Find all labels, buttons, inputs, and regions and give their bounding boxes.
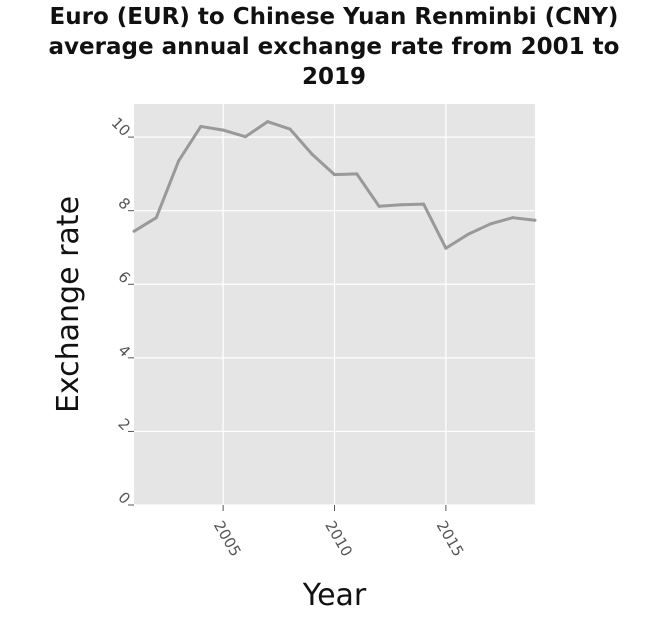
data-point [288, 127, 292, 131]
data-point [310, 152, 314, 156]
x-axis-label: Year [302, 578, 367, 613]
data-point [266, 120, 270, 124]
chart-title: Euro (EUR) to Chinese Yuan Renminbi (CNY… [0, 2, 668, 92]
y-axis-label: Exchange rate [51, 196, 86, 413]
y-tick-label: 10 [108, 114, 134, 140]
data-point [221, 128, 225, 132]
x-tick-label: 2010 [321, 518, 356, 560]
chart-title-line-1: Euro (EUR) to Chinese Yuan Renminbi (CNY… [49, 4, 619, 30]
data-point [243, 135, 247, 139]
chart-title-line-2: average annual exchange rate from 2001 t… [48, 34, 620, 60]
data-point [132, 229, 136, 233]
data-point [466, 232, 470, 236]
series-points [132, 120, 537, 250]
data-point [444, 246, 448, 250]
data-point [533, 218, 537, 222]
data-point [154, 216, 158, 220]
data-point [377, 204, 381, 208]
data-point [488, 222, 492, 226]
data-point [333, 173, 336, 177]
data-point [422, 202, 426, 206]
chart-title-line-3: 2019 [301, 64, 366, 90]
data-point [355, 172, 359, 176]
data-point [511, 216, 515, 220]
data-point [399, 203, 403, 207]
x-tick-label: 2005 [210, 518, 245, 560]
data-point [199, 124, 203, 128]
data-point [177, 159, 181, 163]
x-tick-label: 2015 [433, 518, 468, 560]
